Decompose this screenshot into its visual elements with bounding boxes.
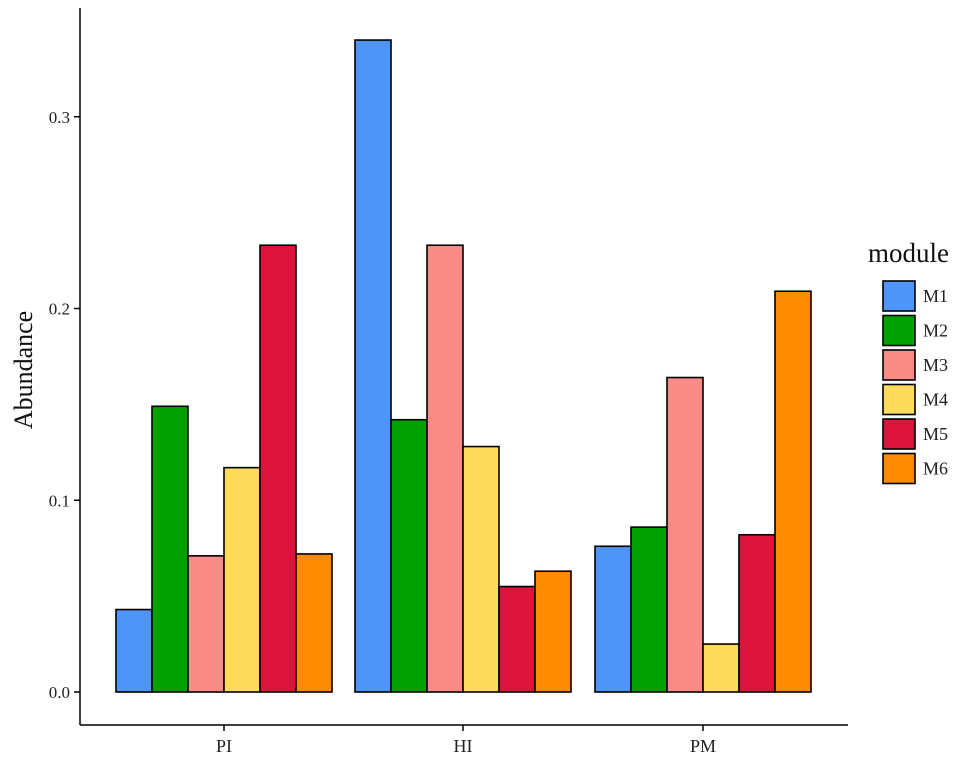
bar-pm-m4 (702, 643, 740, 693)
x-tick-label-pi: PI (216, 736, 232, 756)
bar-pi-m1 (115, 608, 153, 693)
y-axis-label: Abundance (9, 311, 38, 429)
legend-label-m4: M4 (923, 390, 948, 410)
bar-hi-m1 (354, 39, 392, 693)
bar-pi-m2 (151, 405, 189, 693)
y-tick-label: 0.3 (49, 108, 70, 127)
bar-pm-m2 (630, 526, 668, 693)
bar-hi-m6 (534, 570, 572, 693)
bars-layer (115, 39, 812, 693)
bar-pi-m4 (223, 466, 261, 693)
legend-label-m6: M6 (923, 459, 948, 479)
y-tick-label: 0.1 (49, 491, 70, 510)
x-ticks: PI HI PM (216, 725, 716, 756)
bar-hi-m4 (462, 445, 500, 693)
bar-pi-m3 (187, 555, 225, 693)
legend-title: module (868, 238, 949, 268)
legend-label-m1: M1 (923, 286, 948, 306)
bar-pm-m3 (666, 376, 704, 693)
legend-key-m2 (882, 314, 916, 347)
y-ticks: 0.0 0.1 0.2 0.3 (49, 108, 80, 702)
legend-key-m5 (882, 418, 916, 450)
legend-key-m1 (882, 280, 916, 312)
bar-pm-m1 (594, 545, 632, 693)
legend-key-m4 (882, 383, 916, 416)
x-tick-label-hi: HI (454, 736, 473, 756)
bar-hi-m5 (498, 585, 536, 693)
bar-hi-m2 (390, 418, 428, 693)
legend-label-m5: M5 (923, 424, 948, 444)
x-tick-label-pm: PM (690, 736, 716, 756)
y-tick-label: 0.2 (49, 300, 70, 319)
legend-items: M1 M2 M3 M4 M5 M6 (882, 280, 948, 485)
bar-pi-m6 (295, 553, 333, 693)
bar-hi-m3 (426, 244, 464, 693)
legend: module M1 M2 M3 M4 M5 M6 (868, 238, 949, 485)
bar-pi-m5 (259, 244, 297, 693)
legend-label-m3: M3 (923, 355, 948, 375)
legend-key-m6 (882, 452, 916, 485)
bar-pm-m5 (738, 533, 776, 693)
bar-pm-m6 (774, 290, 812, 693)
legend-label-m2: M2 (923, 321, 948, 341)
legend-key-m3 (882, 349, 916, 381)
y-tick-label: 0.0 (49, 683, 70, 702)
